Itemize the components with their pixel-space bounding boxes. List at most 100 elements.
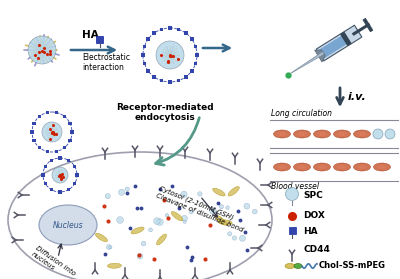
FancyBboxPatch shape [168,80,172,84]
FancyBboxPatch shape [190,37,194,41]
Ellipse shape [334,163,350,171]
FancyBboxPatch shape [68,139,72,142]
FancyBboxPatch shape [67,158,70,162]
Circle shape [228,232,232,236]
FancyBboxPatch shape [38,146,41,149]
FancyBboxPatch shape [75,173,79,177]
Ellipse shape [354,163,370,171]
FancyBboxPatch shape [73,182,76,185]
Ellipse shape [108,263,122,268]
Circle shape [141,241,146,246]
Ellipse shape [274,163,290,171]
FancyBboxPatch shape [46,111,49,114]
FancyBboxPatch shape [63,115,66,118]
FancyBboxPatch shape [32,139,36,142]
Text: SPC: SPC [303,191,323,199]
Text: DOX: DOX [303,211,325,220]
FancyBboxPatch shape [55,150,58,153]
Circle shape [190,210,193,214]
Ellipse shape [298,132,306,136]
FancyBboxPatch shape [160,28,164,31]
Circle shape [105,194,110,199]
Circle shape [226,206,229,210]
Polygon shape [316,25,362,61]
Circle shape [156,218,163,225]
FancyBboxPatch shape [194,62,198,65]
FancyBboxPatch shape [184,75,188,79]
FancyBboxPatch shape [142,45,146,49]
Ellipse shape [228,186,239,196]
FancyBboxPatch shape [152,32,156,35]
Ellipse shape [278,132,286,136]
Text: Diffusion into
nucleus: Diffusion into nucleus [30,245,76,279]
FancyBboxPatch shape [63,146,66,149]
Circle shape [125,187,129,191]
Ellipse shape [131,227,144,234]
FancyBboxPatch shape [288,227,296,234]
FancyBboxPatch shape [190,69,194,73]
Ellipse shape [318,132,326,136]
Text: i.v.: i.v. [348,92,367,102]
FancyBboxPatch shape [44,182,47,185]
Ellipse shape [338,165,346,169]
Ellipse shape [274,130,290,138]
Ellipse shape [156,234,166,245]
Circle shape [117,217,124,223]
Ellipse shape [314,163,330,171]
Circle shape [385,129,395,139]
FancyBboxPatch shape [141,53,145,57]
Ellipse shape [374,163,390,171]
FancyBboxPatch shape [46,150,49,153]
Circle shape [156,41,184,69]
Circle shape [165,213,169,217]
Ellipse shape [358,165,366,169]
FancyBboxPatch shape [58,190,62,194]
Circle shape [210,208,216,214]
Ellipse shape [39,205,97,245]
FancyBboxPatch shape [96,36,103,43]
Circle shape [244,203,250,209]
FancyBboxPatch shape [73,165,76,168]
Text: HA: HA [82,30,99,40]
FancyBboxPatch shape [58,156,62,160]
Circle shape [286,187,298,201]
Text: Receptor-mediated
endocytosis: Receptor-mediated endocytosis [116,103,214,122]
Circle shape [182,215,188,221]
Polygon shape [340,32,352,46]
Circle shape [137,253,143,259]
Polygon shape [319,34,350,58]
FancyBboxPatch shape [44,165,47,168]
Circle shape [154,218,160,224]
FancyBboxPatch shape [32,122,36,125]
FancyBboxPatch shape [30,130,34,134]
Ellipse shape [298,165,306,169]
Text: HA: HA [303,227,318,235]
FancyBboxPatch shape [67,188,70,191]
Circle shape [232,236,237,240]
Ellipse shape [215,215,226,225]
Circle shape [183,220,186,223]
FancyBboxPatch shape [152,75,156,79]
Ellipse shape [338,132,346,136]
Circle shape [240,235,246,241]
Ellipse shape [294,163,310,171]
Ellipse shape [378,165,386,169]
FancyBboxPatch shape [194,45,198,49]
Circle shape [148,228,152,232]
Text: Cytosol (2-10mM GSH)
Cleavage of disulfide bond: Cytosol (2-10mM GSH) Cleavage of disulfi… [155,185,247,233]
Ellipse shape [334,130,350,138]
Ellipse shape [218,220,232,225]
Ellipse shape [358,132,366,136]
Circle shape [106,245,111,249]
Ellipse shape [318,165,326,169]
Ellipse shape [285,263,295,268]
FancyBboxPatch shape [160,79,164,82]
Polygon shape [314,50,325,62]
FancyBboxPatch shape [50,188,53,191]
Text: Blood vessel: Blood vessel [271,182,319,191]
Ellipse shape [294,263,302,268]
Ellipse shape [314,130,330,138]
Circle shape [252,209,257,214]
Circle shape [181,191,187,198]
Circle shape [198,192,202,196]
